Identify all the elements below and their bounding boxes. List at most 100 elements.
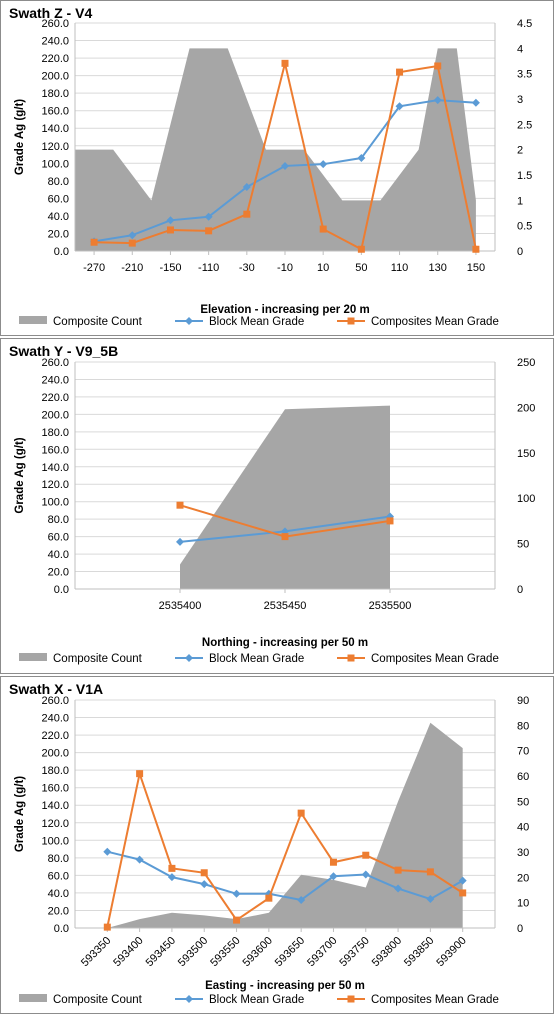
legend-label: Composite Count: [53, 653, 143, 665]
x-tick-label: 593350: [79, 935, 113, 969]
legend-marker: [185, 317, 193, 325]
legend-swatch-composite-count: [19, 316, 47, 324]
block-mean-grade-point: [176, 537, 184, 546]
x-tick-label: 593400: [111, 935, 145, 969]
y2-tick-label: 0: [517, 923, 523, 935]
composites-mean-grade-point: [396, 68, 404, 76]
x-tick-label: 593650: [273, 935, 307, 969]
composites-mean-grade-point: [297, 809, 305, 817]
x-tick-label: 593500: [176, 935, 210, 969]
x-tick-label: -210: [121, 262, 143, 274]
y-tick-label: 240.0: [41, 36, 69, 48]
legend-label: Composite Count: [53, 994, 143, 1006]
chart-svg: Swath Z - V40.020.040.060.080.0100.0120.…: [9, 5, 532, 328]
y-tick-label: 60.0: [48, 532, 69, 544]
y2-tick-label: 1: [517, 195, 523, 207]
y-tick-label: 200.0: [41, 71, 69, 83]
block-mean-grade-point: [232, 889, 241, 898]
x-tick-label: 593750: [337, 935, 371, 969]
composites-mean-grade-point: [265, 894, 273, 902]
y-tick-label: 20.0: [48, 228, 69, 240]
composites-mean-grade-point: [200, 869, 208, 877]
block-mean-grade-line: [107, 850, 464, 902]
x-tick-label: -10: [277, 262, 293, 274]
y-tick-label: 140.0: [41, 462, 69, 474]
block-mean-grade-point: [135, 855, 144, 864]
y2-tick-label: 250: [517, 357, 535, 369]
composites-mean-grade-point: [459, 889, 467, 897]
x-tick-label: 110: [391, 262, 409, 274]
x-tick-label: -150: [159, 262, 181, 274]
block-mean-grade-point: [167, 873, 176, 882]
y-tick-label: 100.0: [41, 497, 69, 509]
y-tick-label: 140.0: [41, 800, 69, 812]
y-tick-label: 180.0: [41, 427, 69, 439]
x-tick-label: 593450: [144, 935, 178, 969]
composites-mean-grade-line: [106, 769, 464, 928]
y-tick-label: 80.0: [48, 176, 69, 188]
chart-title: Swath X - V1A: [9, 681, 103, 697]
y2-tick-label: 10: [517, 898, 529, 910]
y-tick-label: 200.0: [41, 409, 69, 421]
y-tick-label: 200.0: [41, 748, 69, 760]
y-tick-label: 40.0: [48, 549, 69, 561]
y-tick-label: 220.0: [41, 392, 69, 404]
x-axis-label: Easting - increasing per 50 m: [205, 980, 365, 992]
y-tick-label: 80.0: [48, 853, 69, 865]
x-tick-label: 593600: [241, 935, 275, 969]
composites-mean-grade-point: [329, 858, 337, 866]
y-tick-label: 140.0: [41, 123, 69, 135]
block-mean-grade-point: [128, 231, 137, 240]
composites-mean-grade-point: [176, 501, 184, 509]
y-tick-label: 120.0: [41, 479, 69, 491]
composites-mean-grade-point: [243, 210, 251, 218]
block-mean-grade-point: [361, 870, 370, 879]
composites-mean-grade-point: [281, 59, 289, 67]
legend-marker: [185, 654, 193, 662]
composites-mean-grade-point: [362, 851, 370, 859]
composites-mean-grade-point: [357, 245, 365, 253]
y-tick-label: 120.0: [41, 141, 69, 153]
y2-tick-label: 50: [517, 539, 529, 551]
block-mean-grade-point: [281, 527, 289, 536]
composite-count-area: [75, 48, 476, 252]
y-tick-label: 180.0: [41, 765, 69, 777]
y2-tick-label: 0: [517, 246, 523, 258]
legend-label: Block Mean Grade: [209, 653, 304, 665]
block-mean-grade-point: [471, 98, 480, 107]
y-tick-label: 260.0: [41, 18, 69, 30]
composites-mean-grade-point: [319, 225, 327, 233]
x-tick-label: 2535400: [159, 600, 202, 612]
y2-tick-label: 150: [517, 448, 535, 460]
y2-tick-label: 80: [517, 720, 529, 732]
composite-count-area: [180, 405, 390, 589]
composites-mean-grade-point: [281, 533, 289, 541]
y-tick-label: 240.0: [41, 713, 69, 725]
y2-tick-label: 3: [517, 94, 523, 106]
x-tick-label: 150: [467, 262, 485, 274]
composites-mean-grade-point: [90, 238, 98, 246]
y-tick-label: 60.0: [48, 870, 69, 882]
y-tick-label: 80.0: [48, 514, 69, 526]
y2-tick-label: 30: [517, 847, 529, 859]
y-axis-label: Grade Ag (g/t): [14, 99, 26, 175]
block-mean-grade-point: [426, 895, 435, 904]
y2-tick-label: 2.5: [517, 119, 532, 131]
y-tick-label: 220.0: [41, 730, 69, 742]
x-tick-label: 130: [429, 262, 447, 274]
y-tick-label: 260.0: [41, 357, 69, 369]
y-tick-label: 100.0: [41, 835, 69, 847]
block-mean-grade-point: [394, 884, 403, 893]
block-mean-grade-point: [319, 160, 328, 169]
block-mean-grade-point: [297, 895, 306, 904]
y2-tick-label: 90: [517, 695, 529, 707]
legend-label: Composites Mean Grade: [371, 653, 499, 665]
block-mean-grade-point: [395, 102, 404, 111]
y-tick-label: 120.0: [41, 818, 69, 830]
legend-swatch-composite-count: [19, 653, 47, 661]
block-mean-grade-point: [281, 161, 289, 170]
legend-label: Composites Mean Grade: [371, 316, 499, 328]
x-tick-label: 593900: [434, 935, 468, 969]
y-tick-label: 40.0: [48, 211, 69, 223]
chart-svg: Swath Y - V9_5B 0.0 20.0 40.0 60.0 80.0 100.0 1…: [9, 343, 535, 665]
